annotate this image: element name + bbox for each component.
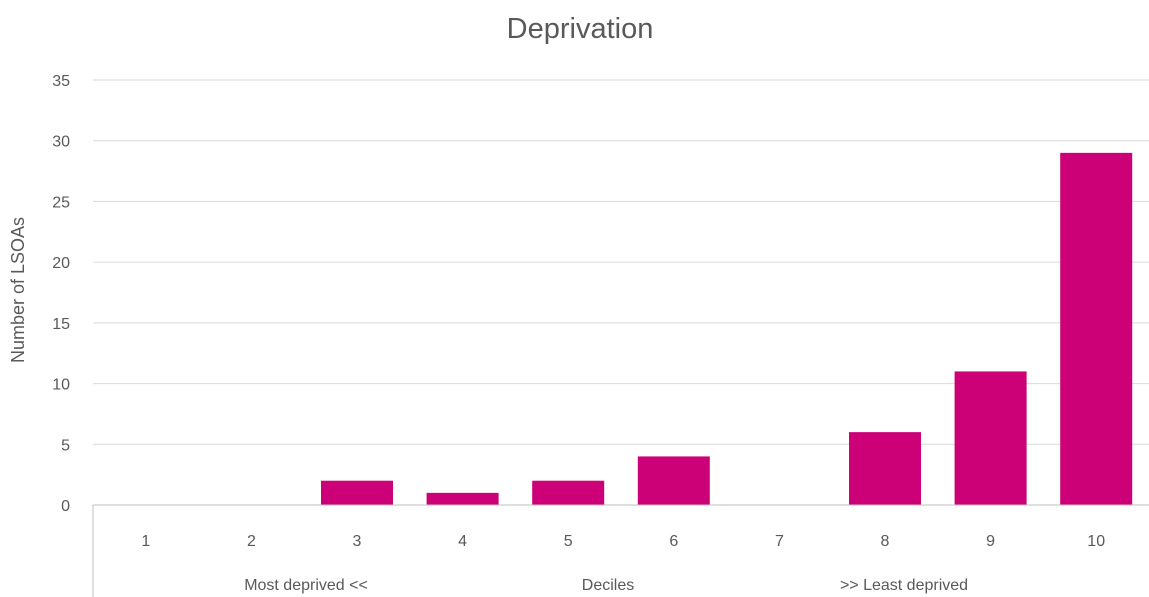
group-label-most-deprived: Most deprived << [244,577,368,594]
bar-decile-5 [532,480,605,505]
x-tick-label: 6 [669,533,678,550]
group-label-least-deprived: >> Least deprived [840,577,968,594]
group-label-deciles: Deciles [582,577,634,594]
bar-decile-4 [426,492,499,505]
chart-title: Deprivation [507,13,654,45]
y-tick-label: 20 [52,255,70,272]
bars [321,152,1133,505]
y-tick-label: 25 [52,194,70,211]
bar-decile-10 [1060,152,1133,505]
x-tick-label: 5 [564,533,573,550]
x-tick-label: 8 [881,533,890,550]
y-tick-label: 0 [61,498,70,515]
y-tick-labels: 0 5 10 15 20 25 30 35 [52,73,70,515]
category-group-labels: Most deprived << Deciles >> Least depriv… [244,577,968,594]
bar-decile-3 [321,480,393,505]
y-axis-title: Number of LSOAs [8,217,28,363]
gridlines [93,79,1149,445]
y-tick-label: 10 [52,377,70,394]
y-tick-label: 15 [52,316,70,333]
x-tick-label: 10 [1087,533,1105,550]
y-tick-label: 30 [52,134,70,151]
x-tick-label: 4 [458,533,467,550]
x-tick-label: 3 [353,533,362,550]
bar-decile-6 [637,456,710,505]
x-tick-label: 7 [775,533,784,550]
x-tick-labels: 1 2 3 4 5 6 7 8 9 10 [141,533,1105,550]
x-tick-label: 2 [247,533,256,550]
bar-decile-8 [849,432,921,505]
x-axis [92,504,1149,597]
x-tick-label: 9 [986,533,995,550]
y-tick-label: 5 [61,437,70,454]
y-tick-label: 35 [52,73,70,90]
bar-decile-9 [954,371,1027,505]
x-tick-label: 1 [141,533,150,550]
